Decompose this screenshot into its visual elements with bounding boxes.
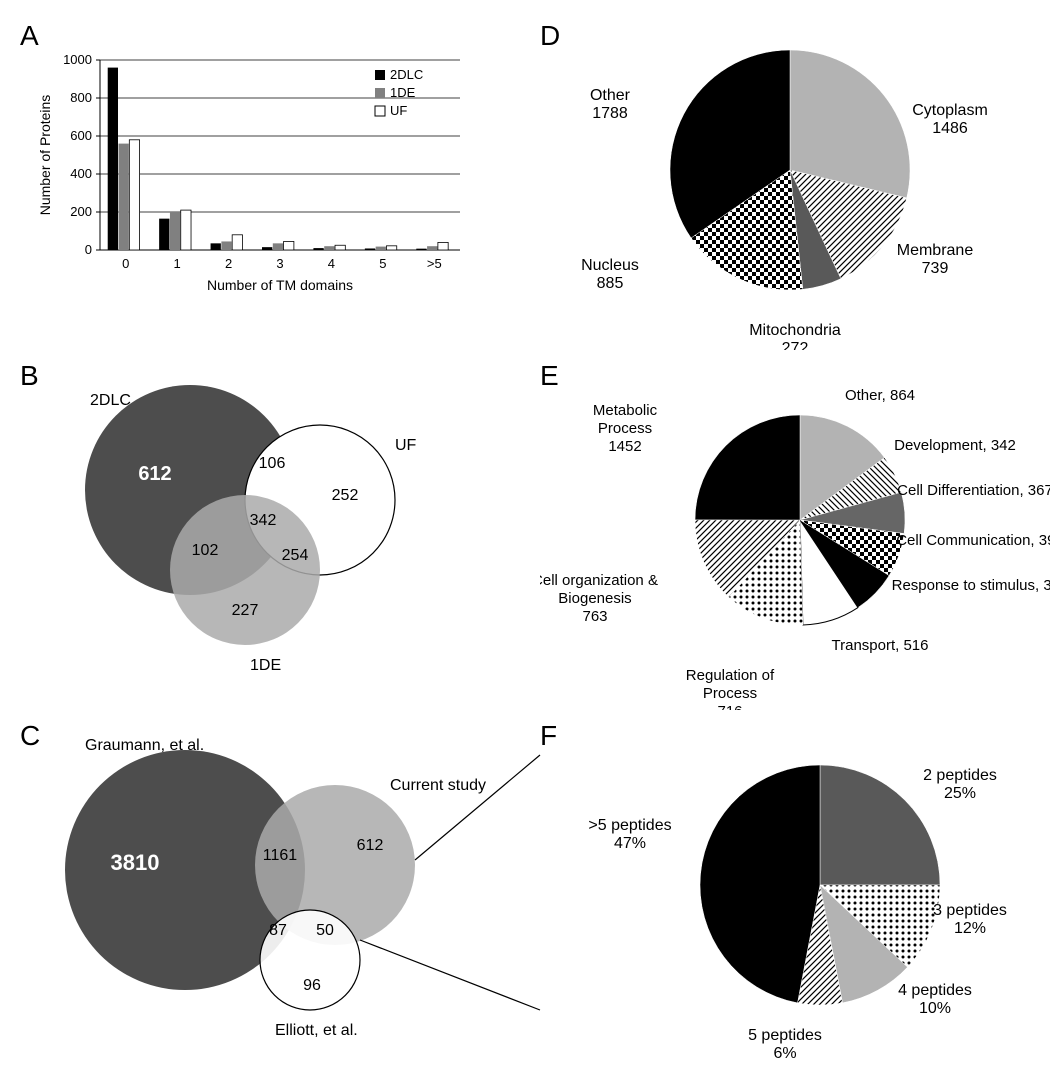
svg-text:2 peptides: 2 peptides [923, 767, 997, 784]
svg-text:1DE: 1DE [250, 657, 281, 674]
svg-text:Other, 864: Other, 864 [845, 387, 915, 404]
svg-text:342: 342 [250, 512, 277, 529]
panel-F: F 2 peptides25% 3 peptides12% 4 peptides10… [540, 720, 1050, 1060]
svg-text:102: 102 [192, 542, 219, 559]
svg-text:612: 612 [357, 837, 384, 854]
panel-label-F: F [540, 720, 557, 752]
svg-text:1486: 1486 [932, 120, 968, 137]
svg-text:1DE: 1DE [390, 85, 416, 100]
svg-text:Regulation of: Regulation of [686, 667, 775, 684]
svg-text:UF: UF [390, 103, 407, 118]
venn-C: 3810 1161 612 87 50 96 Graumann, et al. Current… [20, 720, 550, 1050]
svg-text:600: 600 [70, 128, 92, 143]
svg-text:739: 739 [922, 260, 949, 277]
svg-text:1161: 1161 [263, 847, 298, 864]
svg-text:>5 peptides: >5 peptides [588, 817, 671, 834]
svg-text:2: 2 [225, 256, 232, 271]
svg-text:106: 106 [259, 455, 286, 472]
panel-A: A 0 200 400 600 800 1000 0 1 2 3 4 5 >5 Number of TM … [20, 20, 520, 350]
svg-text:Cell organization &: Cell organization & [540, 572, 658, 589]
svg-text:10%: 10% [919, 1000, 951, 1017]
svg-text:716: 716 [717, 703, 742, 710]
svg-text:3: 3 [276, 256, 283, 271]
svg-text:25%: 25% [944, 785, 976, 802]
svg-text:Metabolic: Metabolic [593, 402, 658, 419]
svg-text:0: 0 [122, 256, 129, 271]
svg-text:5 peptides: 5 peptides [748, 1027, 822, 1044]
panel-D: D Cytoplasm1486 Membrane739 Mitochondria27… [540, 20, 1050, 350]
pie-chart-E: Other, 864 Development, 342 Cell Different… [540, 360, 1050, 710]
svg-text:612: 612 [138, 463, 171, 485]
svg-text:Number of Proteins: Number of Proteins [37, 95, 53, 216]
svg-text:5: 5 [379, 256, 386, 271]
svg-text:200: 200 [70, 204, 92, 219]
svg-text:50: 50 [316, 922, 334, 939]
panel-label-E: E [540, 360, 559, 392]
svg-text:Other: Other [590, 87, 631, 104]
bar-chart-A: 0 200 400 600 800 1000 0 1 2 3 4 5 >5 Number of TM do… [20, 20, 520, 320]
svg-text:Membrane: Membrane [897, 242, 974, 259]
svg-text:1788: 1788 [592, 105, 628, 122]
svg-text:227: 227 [232, 602, 259, 619]
svg-text:Transport, 516: Transport, 516 [832, 637, 929, 654]
svg-text:6%: 6% [773, 1045, 796, 1060]
svg-text:47%: 47% [614, 835, 646, 852]
svg-text:Process: Process [598, 420, 652, 437]
svg-text:1: 1 [174, 256, 181, 271]
svg-text:Cell Differentiation, 367: Cell Differentiation, 367 [897, 482, 1050, 499]
panel-B: B 612 106 252 342 102 254 227 2DLC UF 1DE [20, 360, 520, 710]
svg-text:Mitochondria: Mitochondria [749, 322, 841, 339]
svg-text:252: 252 [332, 487, 359, 504]
svg-text:4: 4 [328, 256, 335, 271]
svg-text:Response to stimulus, 396: Response to stimulus, 396 [892, 577, 1050, 594]
svg-text:2DLC: 2DLC [390, 67, 423, 82]
svg-text:254: 254 [282, 547, 309, 564]
panel-label-D: D [540, 20, 560, 52]
pie-chart-F: 2 peptides25% 3 peptides12% 4 peptides10% 5… [540, 720, 1050, 1060]
svg-text:1000: 1000 [63, 52, 92, 67]
svg-text:Cell Communication, 396: Cell Communication, 396 [896, 532, 1050, 549]
venn-B: 612 106 252 342 102 254 227 2DLC UF 1DE [20, 360, 520, 690]
svg-text:Process: Process [703, 685, 757, 702]
pie-chart-D: Cytoplasm1486 Membrane739 Mitochondria272 N… [540, 20, 1050, 350]
svg-text:>5: >5 [427, 256, 442, 271]
svg-text:1452: 1452 [608, 438, 641, 455]
svg-text:Graumann, et al.: Graumann, et al. [85, 737, 204, 754]
svg-text:Nucleus: Nucleus [581, 257, 639, 274]
svg-text:272: 272 [782, 340, 809, 350]
svg-text:UF: UF [395, 437, 417, 454]
svg-text:96: 96 [303, 977, 321, 994]
panel-label-A: A [20, 20, 39, 52]
svg-text:Current study: Current study [390, 777, 486, 794]
svg-text:Cytoplasm: Cytoplasm [912, 102, 988, 119]
svg-text:4 peptides: 4 peptides [898, 982, 972, 999]
svg-text:Elliott, et al.: Elliott, et al. [275, 1022, 358, 1039]
svg-text:3810: 3810 [111, 850, 160, 875]
svg-text:Development, 342: Development, 342 [894, 437, 1016, 454]
panel-E: E Other, 864 Development, 342 Cell Differe… [540, 360, 1050, 710]
svg-text:Biogenesis: Biogenesis [558, 590, 631, 607]
svg-text:12%: 12% [954, 920, 986, 937]
svg-text:3 peptides: 3 peptides [933, 902, 1007, 919]
svg-text:Number of TM domains: Number of TM domains [207, 277, 353, 293]
svg-text:763: 763 [582, 608, 607, 625]
svg-text:0: 0 [85, 242, 92, 257]
svg-text:87: 87 [269, 922, 287, 939]
panel-label-C: C [20, 720, 40, 752]
svg-text:885: 885 [597, 275, 624, 292]
svg-text:2DLC: 2DLC [90, 392, 131, 409]
panel-C: C 3810 1161 612 87 50 96 Graumann, et al. Curre… [20, 720, 520, 1060]
svg-text:400: 400 [70, 166, 92, 181]
svg-text:800: 800 [70, 90, 92, 105]
panel-label-B: B [20, 360, 39, 392]
